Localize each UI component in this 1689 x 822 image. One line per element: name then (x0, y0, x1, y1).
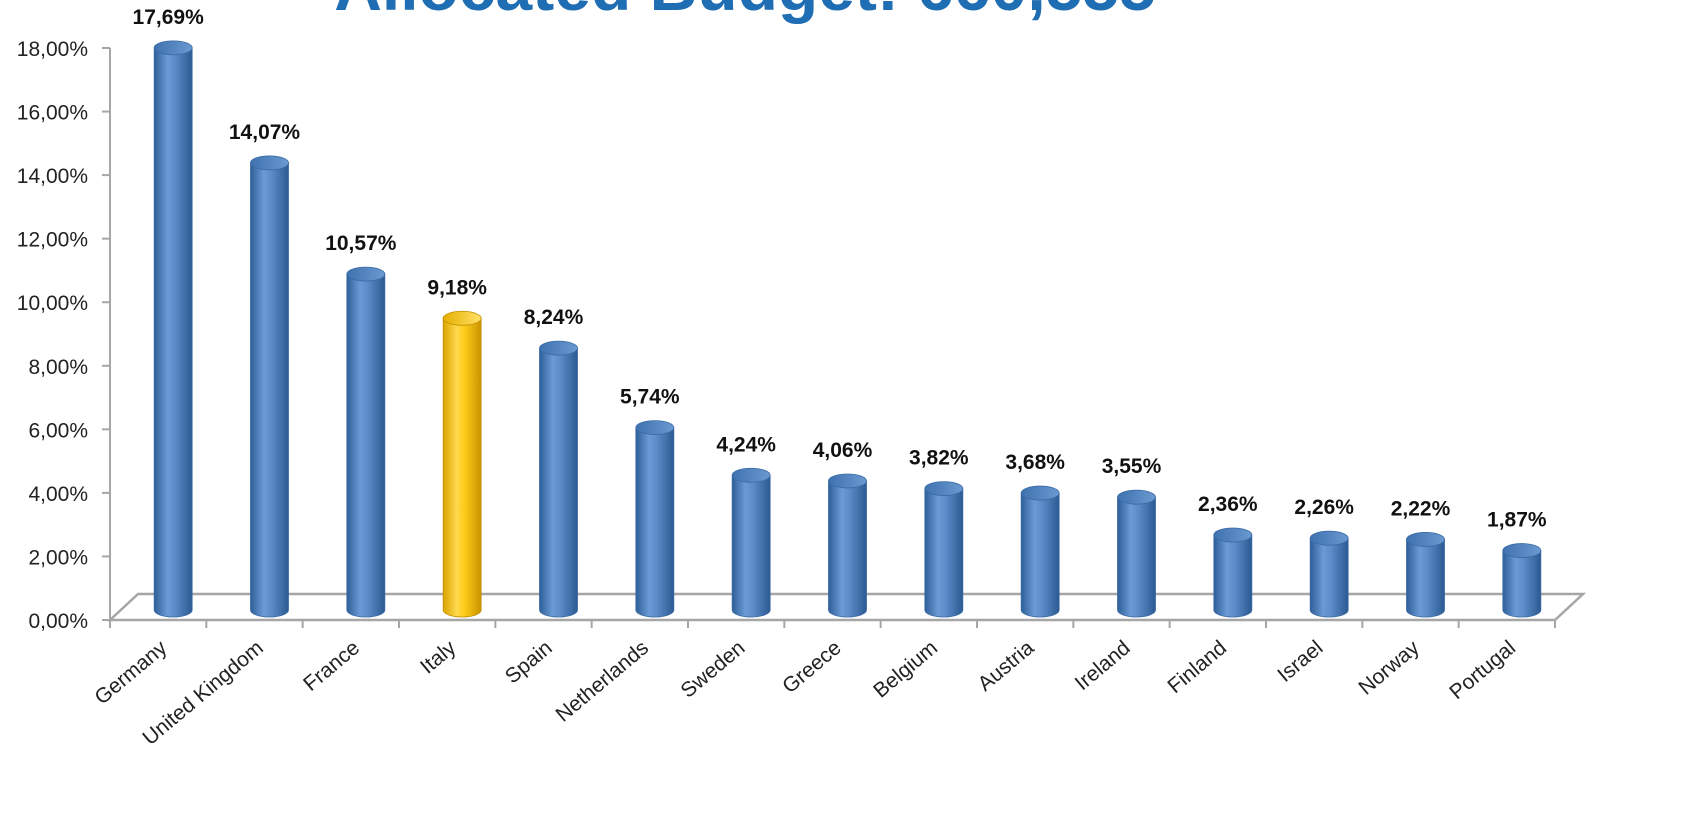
bar-top (442, 310, 482, 326)
bar (346, 266, 386, 618)
bars (153, 40, 1542, 618)
category-label: Finland (1163, 636, 1231, 698)
data-label: 3,82% (909, 447, 969, 470)
bar (1309, 530, 1349, 618)
y-tick-label: 14,00% (17, 165, 88, 188)
data-label: 9,18% (427, 276, 487, 299)
bar (828, 473, 867, 618)
data-label: 17,69% (133, 6, 205, 29)
y-tick-label: 0,00% (28, 610, 88, 633)
bar-body (346, 273, 386, 618)
bar (1502, 543, 1542, 618)
y-tick-label: 16,00% (17, 102, 88, 125)
category-label: Norway (1354, 636, 1424, 700)
y-tick-label: 8,00% (28, 356, 88, 379)
bar-body (1502, 550, 1542, 618)
bar (250, 155, 289, 618)
bar (1020, 485, 1060, 618)
bar-top (731, 467, 771, 483)
bar (1406, 532, 1445, 618)
bar-top (1117, 489, 1156, 505)
category-label: Austria (974, 636, 1039, 696)
category-label: Ireland (1071, 636, 1135, 695)
bar-body (828, 480, 867, 618)
bar (1213, 527, 1253, 618)
y-tick-label: 18,00% (17, 38, 88, 61)
data-label: 2,36% (1198, 493, 1258, 516)
bar-body (635, 427, 675, 618)
bar-top (1502, 543, 1542, 558)
data-label: 10,57% (325, 232, 397, 255)
bar-top (1213, 527, 1253, 543)
bar (153, 40, 193, 618)
y-tick-label: 12,00% (17, 229, 88, 252)
data-label: 2,22% (1391, 497, 1451, 520)
y-tick-label: 4,00% (28, 483, 88, 506)
bar (635, 420, 675, 618)
bar-body (539, 347, 578, 618)
bar-body (731, 474, 771, 618)
category-label: Germany (90, 636, 171, 709)
bar-body (1020, 492, 1060, 618)
data-label: 4,24% (716, 433, 776, 456)
category-label: Sweden (676, 636, 749, 702)
bar-body (1117, 496, 1156, 618)
bar-body (1309, 537, 1349, 618)
category-label: Greece (778, 636, 846, 698)
bar-body (1406, 539, 1445, 618)
category-label: France (299, 636, 364, 696)
bar-top (924, 481, 964, 497)
bar (731, 467, 771, 618)
bar (1117, 489, 1156, 618)
axes: 0,00% 2,00% 4,00% 6,00% 8,00% 10,00% 12,00% 14,… (17, 38, 1587, 633)
bar-top (153, 40, 193, 56)
bar-top (1309, 530, 1349, 546)
data-label: 1,87% (1487, 509, 1547, 532)
category-label: Netherlands (552, 636, 654, 726)
category-label: Spain (501, 636, 557, 688)
chart-title: Allocated Budget: 660,555 (0, 0, 1490, 20)
bar-body (1213, 534, 1253, 618)
bar (442, 310, 482, 618)
bar-body (442, 317, 482, 618)
data-label: 2,26% (1294, 496, 1354, 519)
bar-top (828, 473, 867, 489)
data-label: 5,74% (620, 386, 680, 409)
bar-top (346, 266, 386, 282)
bar-top (635, 420, 675, 435)
bar-top (539, 340, 578, 356)
bar (539, 340, 578, 618)
data-label: 4,06% (813, 439, 873, 462)
y-tick-label: 10,00% (17, 292, 88, 315)
data-label: 14,07% (229, 121, 301, 144)
category-label: Portugal (1445, 636, 1520, 704)
bar-top (250, 155, 289, 171)
data-label: 3,55% (1102, 455, 1162, 478)
bar-body (924, 488, 964, 618)
bar-body (153, 47, 193, 618)
category-label: Belgium (869, 636, 942, 702)
data-label: 3,68% (1005, 451, 1065, 474)
y-tick-label: 2,00% (28, 546, 88, 569)
category-label: Italy (416, 636, 461, 679)
category-label: Israel (1273, 636, 1327, 687)
y-tick-label: 6,00% (28, 419, 88, 442)
bar (924, 481, 964, 618)
data-label: 8,24% (524, 306, 584, 329)
bar-body (250, 162, 289, 618)
bar-top (1406, 532, 1445, 547)
bar-top (1020, 485, 1060, 501)
